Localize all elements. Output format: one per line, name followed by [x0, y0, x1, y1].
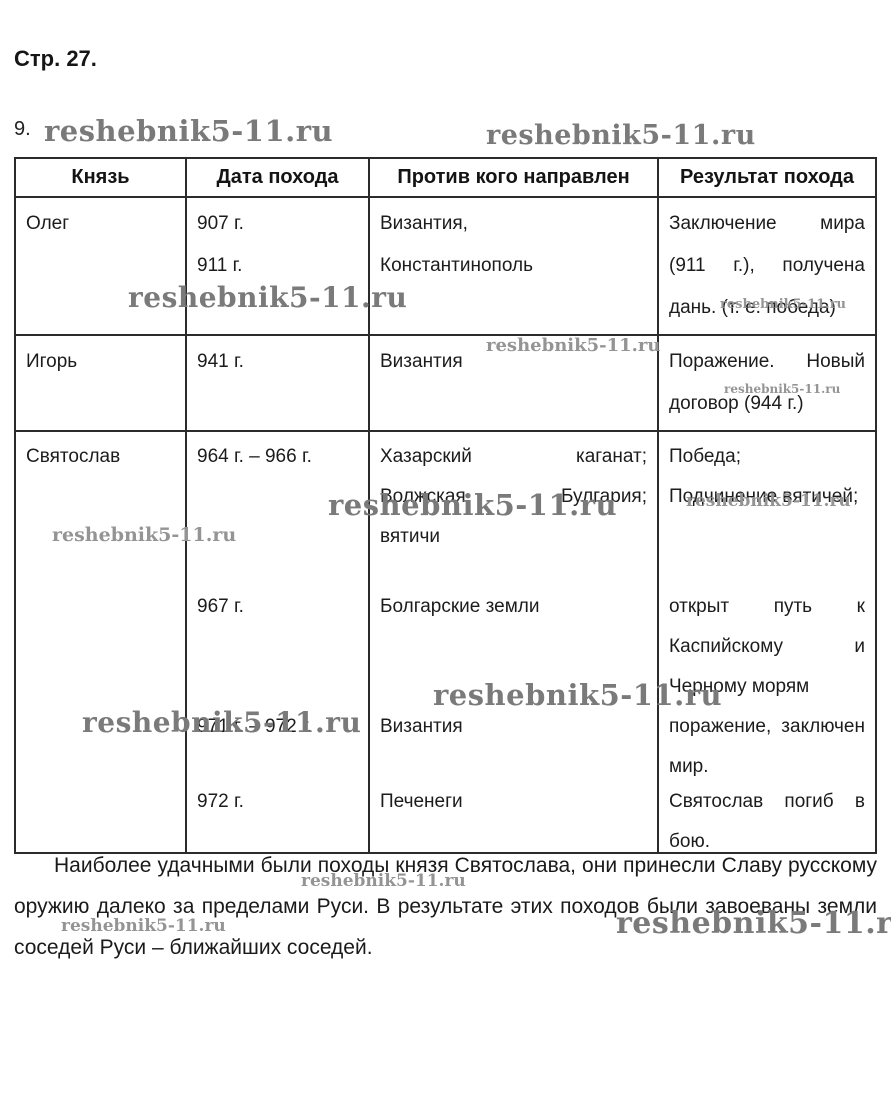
- watermark: reshebnik5-11.ru: [44, 114, 334, 148]
- campaign-date: 907 г.: [197, 213, 244, 234]
- cell-dates: 941 г.: [185, 334, 370, 432]
- cell-dates: 964 г. – 966 г. 967 г. 971 г. – 972 г. 9…: [185, 430, 370, 854]
- cell-result: Заключение мира (911 г.), получена дань.…: [657, 196, 877, 336]
- table-row-igor: Игорь 941 г. Византия Поражение. Новый д…: [14, 334, 877, 432]
- campaigns-table: Князь Дата похода Против кого направлен …: [14, 157, 877, 854]
- campaign-target: Византия,: [380, 213, 468, 234]
- campaign-target: Константинополь: [380, 255, 533, 276]
- campaign-result: открыт путь к Каспийскому и Черному моря…: [669, 596, 865, 697]
- campaign-result: Святослав погиб в бою.: [669, 791, 865, 852]
- table-row-svyatoslav: Святослав 964 г. – 966 г. 967 г. 971 г. …: [14, 430, 877, 854]
- watermark: reshebnik5-11.ru: [486, 120, 756, 151]
- campaign-result: Заключение мира (911 г.), получена дань.…: [669, 213, 865, 318]
- campaign-target: Византия: [380, 716, 463, 737]
- cell-targets: Византия: [368, 334, 659, 432]
- prince-name: Олег: [26, 213, 70, 234]
- header-cell-date: Дата похода: [185, 157, 370, 198]
- campaign-date: 911 г.: [197, 255, 243, 276]
- campaign-result: поражение, заключен мир.: [669, 716, 865, 777]
- campaign-date: 964 г. – 966 г.: [197, 446, 312, 467]
- campaign-target: Печенеги: [380, 791, 463, 812]
- prince-name: Святослав: [26, 446, 121, 467]
- prince-name: Игорь: [26, 351, 78, 372]
- cell-prince: Святослав: [14, 430, 187, 854]
- header-cell-result: Результат похода: [657, 157, 877, 198]
- campaign-date: 971 г. – 972 г.: [197, 716, 312, 737]
- campaign-date: 967 г.: [197, 596, 244, 617]
- campaign-target: Болгарские земли: [380, 596, 540, 617]
- cell-targets: Хазарский каганат; Волжская Булгария; вя…: [368, 430, 659, 854]
- page-title: Стр. 27.: [14, 46, 97, 71]
- section-number: 9.: [14, 118, 31, 140]
- table-row-oleg: Олег 907 г. 911 г. Византия, Константино…: [14, 196, 877, 336]
- table-header-row: Князь Дата похода Против кого направлен …: [14, 157, 877, 198]
- header-cell-target: Против кого направлен: [368, 157, 659, 198]
- campaign-date: 941 г.: [197, 351, 244, 372]
- campaign-target: Хазарский каганат; Волжская Булгария; вя…: [380, 446, 647, 547]
- cell-prince: Игорь: [14, 334, 187, 432]
- cell-result: Поражение. Новый договор (944 г.): [657, 334, 877, 432]
- campaign-date: 972 г.: [197, 791, 244, 812]
- campaign-result: Победа; Подчинение вятичей;: [669, 446, 859, 507]
- cell-result: Победа; Подчинение вятичей; открыт путь …: [657, 430, 877, 854]
- campaign-result: Поражение. Новый договор (944 г.): [669, 351, 865, 414]
- header-cell-prince: Князь: [14, 157, 187, 198]
- cell-prince: Олег: [14, 196, 187, 336]
- cell-targets: Византия, Константинополь: [368, 196, 659, 336]
- campaign-target: Византия: [380, 351, 463, 372]
- summary-paragraph: Наиболее удачными были походы князя Свят…: [14, 854, 877, 959]
- cell-dates: 907 г. 911 г.: [185, 196, 370, 336]
